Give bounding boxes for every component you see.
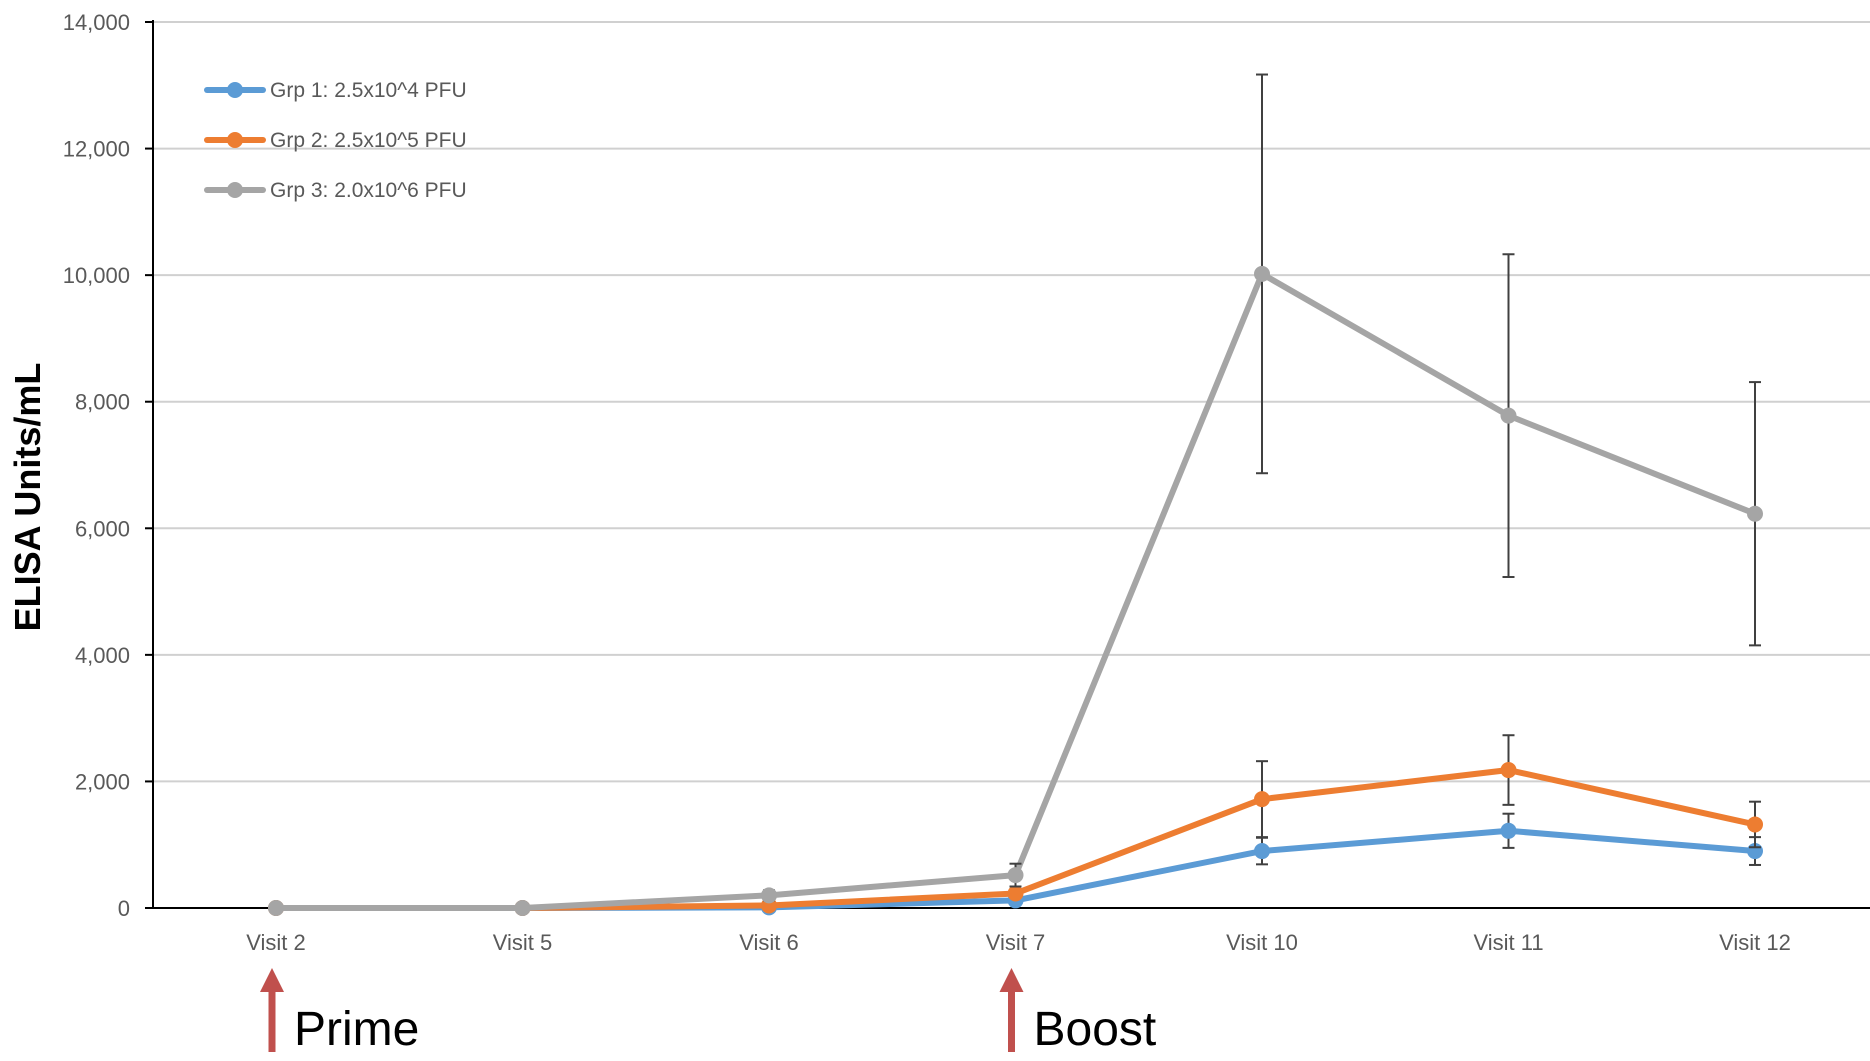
y-tick-label: 2,000 [75,769,130,794]
legend-label: Grp 1: 2.5x10^4 PFU [270,79,467,102]
annotation-arrow-head [999,968,1024,992]
y-tick-label: 10,000 [63,263,130,288]
data-point [1254,843,1270,860]
legend-label: Grp 3: 2.0x10^6 PFU [270,179,467,202]
y-tick-label: 8,000 [75,390,130,415]
x-tick-label: Visit 5 [493,930,553,955]
data-point [1007,885,1024,902]
y-tick-label: 6,000 [75,516,130,541]
data-point [1747,505,1763,522]
legend-swatch-marker [227,82,243,98]
series-2 [268,734,1763,916]
legend-swatch-marker [227,182,243,198]
gridlines [153,21,1870,783]
data-point [1254,791,1270,808]
x-tick-label: Visit 10 [1226,930,1298,955]
series-line [273,270,1758,911]
y-axis-label: ELISA Units/mL [7,363,48,632]
legend-swatch-marker [227,132,243,148]
y-tick-label: 12,000 [63,137,130,162]
axes [145,20,1870,909]
y-tick-labels: 0 2,000 4,000 6,000 8,000 10,000 12,000 14,000 [63,10,130,921]
x-tick-label: Visit 2 [246,930,306,955]
x-tick-labels: Visit 2 Visit 5 Visit 6 Visit 7 Visit 10 Visi… [246,930,1791,955]
legend-label: Grp 2: 2.5x10^5 PFU [270,129,467,152]
data-point [1747,816,1763,833]
y-tick-label: 0 [118,896,130,921]
data-point [1007,867,1024,884]
data-point [514,900,531,916]
data-point [1500,822,1517,839]
x-tick-label: Visit 6 [739,930,799,955]
y-tick-label: 4,000 [75,643,130,668]
series [268,73,1763,916]
data-point [761,887,777,904]
data-point [1500,762,1517,779]
data-point [1500,407,1517,424]
series-3 [268,73,1763,916]
annotation-label: Boost [1034,1003,1157,1056]
data-point [1254,265,1270,282]
annotation-label: Prime [294,1003,419,1056]
annotations: Prime Boost [260,968,1156,1056]
x-tick-label: Visit 7 [986,930,1046,955]
legend: Grp 1: 2.5x10^4 PFU Grp 2: 2.5x10^5 PFU Gr… [204,79,467,202]
x-tick-label: Visit 11 [1473,930,1543,955]
annotation-boost: Boost [999,968,1157,1056]
annotation-arrow-head [260,968,284,992]
annotation-prime: Prime [260,968,419,1056]
data-point [268,900,284,916]
x-tick-label: Visit 12 [1719,930,1791,955]
y-tick-label: 14,000 [63,10,130,35]
